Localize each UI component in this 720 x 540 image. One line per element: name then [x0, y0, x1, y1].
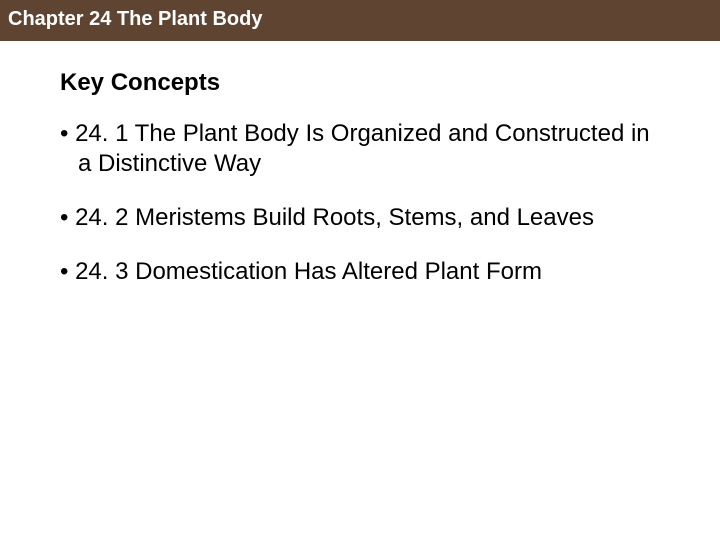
chapter-header-bar: Chapter 24 The Plant Body [0, 0, 720, 41]
list-item: • 24. 2 Meristems Build Roots, Stems, an… [60, 203, 660, 233]
key-concepts-heading: Key Concepts [60, 69, 660, 97]
content-area: Key Concepts • 24. 1 The Plant Body Is O… [0, 41, 720, 287]
list-item: • 24. 3 Domestication Has Altered Plant … [60, 257, 660, 287]
list-item: • 24. 1 The Plant Body Is Organized and … [60, 119, 660, 179]
chapter-title: Chapter 24 The Plant Body [8, 8, 712, 31]
